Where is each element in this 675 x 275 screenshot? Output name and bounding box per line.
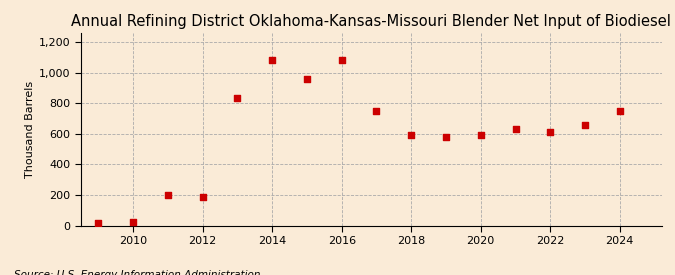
Point (197, 195, 208, 199)
Point (128, 220, 138, 225)
Point (371, 109, 382, 113)
Point (545, 130, 556, 134)
Point (302, 77, 313, 81)
Point (336, 57, 347, 62)
Text: Source: U.S. Energy Information Administration: Source: U.S. Energy Information Administ… (14, 271, 260, 275)
Point (580, 122, 591, 127)
Point (267, 57, 277, 62)
Point (406, 132, 416, 137)
Point (441, 135, 452, 139)
Point (93, 221, 104, 226)
Y-axis label: Thousand Barrels: Thousand Barrels (25, 81, 35, 178)
Title: Annual Refining District Oklahoma-Kansas-Missouri Blender Net Input of Biodiesel: Annual Refining District Oklahoma-Kansas… (72, 14, 671, 29)
Point (232, 96, 243, 100)
Point (614, 109, 625, 113)
Point (475, 133, 486, 138)
Point (510, 127, 521, 131)
Point (163, 193, 173, 197)
